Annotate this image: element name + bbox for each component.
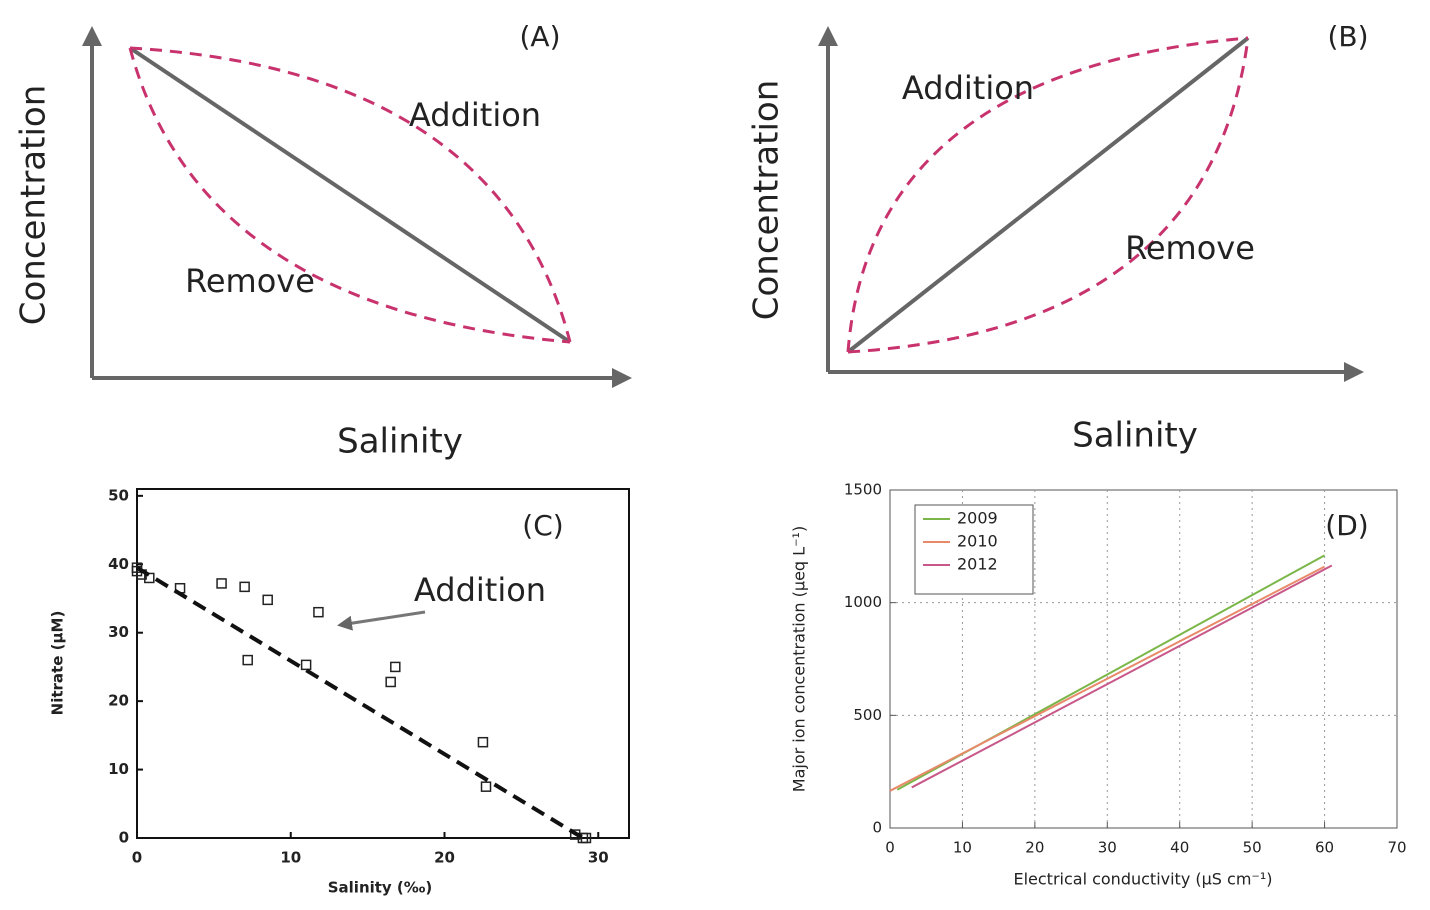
x-tick-label: 10 [953,839,972,857]
annotation: Remove [185,262,315,300]
data-point [300,659,312,671]
data-point [242,654,253,666]
x-axis-label: Salinity (‰) [328,879,433,897]
x-tick-label: 70 [1387,839,1406,857]
y-tick-label: 40 [108,555,129,573]
conservative-line [846,36,1250,354]
x-tick-label: 40 [1170,839,1189,857]
y-tick-label: 0 [119,829,129,847]
plot-frame [136,488,630,839]
x-tick-label: 60 [1315,839,1334,857]
x-tick-label: 20 [1025,839,1044,857]
data-point [262,594,273,606]
legend-label: 2009 [957,509,998,528]
y-tick-label: 20 [108,692,129,710]
y-tick-label: 10 [108,760,129,778]
y-tick-label: 1000 [844,593,882,611]
x-tick-label: 50 [1243,839,1262,857]
conservative-line [128,46,572,344]
plot-frame [889,489,1398,829]
x-axis-label: Salinity [337,422,463,462]
data-point [477,736,489,748]
y-axis-label: Nitrate (μM) [49,611,67,716]
y-tick-label: 0 [872,819,882,837]
annotation: Addition [902,69,1034,107]
legend-label: 2010 [957,532,998,551]
legend-label: 2012 [957,555,998,574]
remove-curve [128,47,571,344]
x-tick-label: 30 [588,849,609,867]
data-point [313,606,324,618]
data-point [580,832,592,844]
x-tick-label: 0 [132,849,142,867]
x-axis-label: Electrical conductivity (µS cm⁻¹) [1013,870,1272,889]
y-tick-label: 500 [853,706,882,724]
data-point [480,781,492,792]
y-axis-label: Concentration [747,80,787,321]
series-line [911,564,1333,789]
x-tick-label: 20 [434,849,455,867]
y-tick-label: 50 [108,486,129,504]
annotation: Addition [414,571,546,609]
x-axis-label: Salinity [1072,416,1198,456]
data-point [385,676,396,688]
x-tick-label: 0 [885,839,895,857]
panel-label: (A) [519,20,560,53]
series-line [889,565,1326,792]
y-tick-label: 1500 [844,481,882,499]
y-tick-label: 30 [108,623,129,641]
y-axis-label: Major ion concentration (µeq L⁻¹) [790,526,809,792]
data-point [216,578,227,589]
panel-label: (B) [1327,20,1368,53]
panel-label: (C) [522,509,563,542]
annotation: Remove [1125,229,1255,267]
data-point [390,661,401,673]
annotation: Addition [409,96,541,134]
data-point [239,581,250,593]
y-axis-label: Concentration [14,85,54,326]
addition-curve [846,36,1249,353]
panel-label: (D) [1325,509,1368,542]
x-tick-label: 10 [280,849,301,867]
x-tick-label: 30 [1098,839,1117,857]
remove-curve [847,37,1250,354]
annotation-arrow [337,610,426,631]
addition-curve [129,46,572,343]
